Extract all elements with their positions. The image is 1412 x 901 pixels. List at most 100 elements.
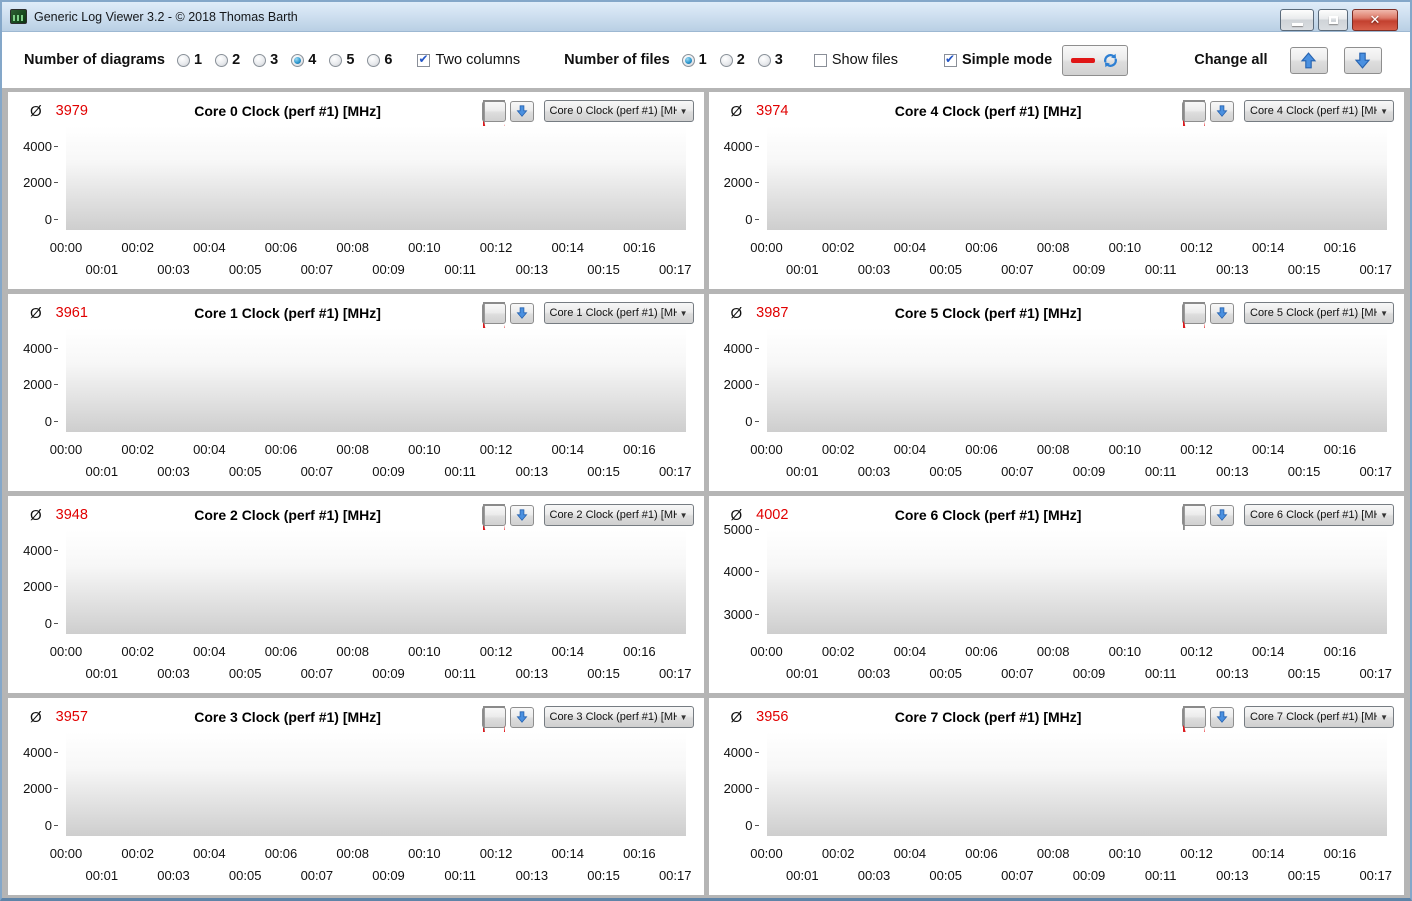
move-chart-down-button[interactable] (1210, 101, 1234, 122)
x-axis-label: 00:01 (80, 666, 124, 681)
x-axis-label: 00:11 (438, 464, 482, 479)
x-axis-label: 00:09 (367, 868, 411, 883)
files-radio-group: 123 (682, 52, 796, 68)
chevron-down-icon: ▼ (1380, 107, 1388, 116)
x-axis-label: 00:08 (1031, 644, 1075, 659)
signal-select-dropdown[interactable]: Core 7 Clock (perf #1) [MH ▼ (1244, 706, 1394, 728)
two-columns-checkbox[interactable]: Two columns (417, 52, 520, 68)
move-chart-up-button[interactable] (482, 707, 506, 728)
move-chart-down-button[interactable] (1210, 505, 1234, 526)
diagrams-radio-group: 1234 56 (177, 52, 405, 68)
signal-select-dropdown[interactable]: Core 2 Clock (perf #1) [MH ▼ (544, 504, 694, 526)
line-style-refresh-button[interactable] (1062, 45, 1128, 76)
x-axis-label: 00:16 (617, 442, 661, 457)
x-axis-label: 00:07 (995, 666, 1039, 681)
plot-wrap: 40002000000:0000:0200:0400:0600:0800:100… (709, 730, 1405, 895)
diagrams-radio-4[interactable]: 4 (291, 52, 316, 68)
arrow-down-icon (516, 509, 528, 521)
x-axis-label: 00:12 (474, 240, 518, 255)
app-logo-icon (10, 9, 27, 24)
x-axis-label: 00:11 (1139, 262, 1183, 277)
close-button[interactable]: ✕ (1352, 9, 1398, 31)
x-axis-label: 00:15 (1282, 262, 1326, 277)
x-axis-label: 00:07 (995, 464, 1039, 479)
arrow-down-icon (516, 307, 528, 319)
signal-select-dropdown[interactable]: Core 3 Clock (perf #1) [MH ▼ (544, 706, 694, 728)
x-axis-label: 00:10 (402, 846, 446, 861)
x-axis-label: 00:06 (259, 442, 303, 457)
move-chart-down-button[interactable] (1210, 707, 1234, 728)
move-chart-up-button[interactable] (482, 101, 506, 122)
signal-select-value: Core 5 Clock (perf #1) [MH (1250, 307, 1377, 319)
diagrams-radio-1[interactable]: 1 (177, 52, 202, 68)
chart-panel: Ø 3987 Core 5 Clock (perf #1) [MHz] Core… (709, 294, 1405, 491)
y-axis-label: 5000 (709, 522, 759, 537)
move-chart-up-button[interactable] (1182, 707, 1206, 728)
x-axis-label: 00:02 (816, 846, 860, 861)
move-chart-down-button[interactable] (510, 505, 534, 526)
diagrams-radio-3[interactable]: 3 (253, 52, 278, 68)
x-axis-label: 00:12 (474, 644, 518, 659)
x-axis-label: 00:06 (960, 442, 1004, 457)
x-axis-label: 00:09 (367, 464, 411, 479)
diagrams-option-label: 5 (346, 52, 354, 68)
y-axis-label: 0 (709, 818, 759, 833)
chart-panel-header: Ø 3948 Core 2 Clock (perf #1) [MHz] Core… (8, 496, 704, 528)
chart-panel-header: Ø 4002 Core 6 Clock (perf #1) [MHz] Core… (709, 496, 1405, 528)
move-chart-down-button[interactable] (510, 303, 534, 324)
x-axis-label: 00:05 (924, 262, 968, 277)
maximize-button[interactable] (1318, 9, 1348, 31)
x-axis-label: 00:12 (1175, 644, 1219, 659)
show-files-checkbox[interactable]: Show files (814, 52, 898, 68)
simple-mode-checkbox[interactable]: Simple mode (944, 52, 1052, 68)
signal-select-dropdown[interactable]: Core 5 Clock (perf #1) [MH ▼ (1244, 302, 1394, 324)
files-radio-1[interactable]: 1 (682, 52, 707, 68)
diagrams-radio-2[interactable]: 2 (215, 52, 240, 68)
diagrams-radio-5[interactable]: 5 (329, 52, 354, 68)
signal-select-dropdown[interactable]: Core 0 Clock (perf #1) [MH ▼ (544, 100, 694, 122)
move-chart-up-button[interactable] (1182, 505, 1206, 526)
x-axis-label: 00:17 (653, 262, 697, 277)
move-chart-down-button[interactable] (1210, 303, 1234, 324)
move-chart-up-button[interactable] (1182, 303, 1206, 324)
move-chart-up-button[interactable] (482, 303, 506, 324)
average-value: 3948 (56, 507, 98, 523)
average-symbol: Ø (731, 305, 743, 322)
plot-area (66, 126, 686, 230)
signal-select-dropdown[interactable]: Core 1 Clock (perf #1) [MH ▼ (544, 302, 694, 324)
chart-title: Core 5 Clock (perf #1) [MHz] (798, 305, 1178, 321)
chart-panel: Ø 3957 Core 3 Clock (perf #1) [MHz] Core… (8, 698, 704, 895)
move-chart-down-button[interactable] (510, 101, 534, 122)
files-radio-3[interactable]: 3 (758, 52, 783, 68)
y-axis-label: 3000 (709, 607, 759, 622)
diagrams-radio-6[interactable]: 6 (367, 52, 392, 68)
chart-panel: Ø 4002 Core 6 Clock (perf #1) [MHz] Core… (709, 496, 1405, 693)
x-axis-label: 00:07 (295, 868, 339, 883)
files-option-label: 1 (699, 52, 707, 68)
x-axis-label: 00:06 (960, 240, 1004, 255)
chart-title: Core 4 Clock (perf #1) [MHz] (798, 103, 1178, 119)
plot-area (767, 530, 1387, 634)
plot-wrap: 40002000000:0000:0200:0400:0600:0800:100… (709, 124, 1405, 289)
files-radio-2[interactable]: 2 (720, 52, 745, 68)
signal-select-dropdown[interactable]: Core 4 Clock (perf #1) [MH ▼ (1244, 100, 1394, 122)
x-axis-label: 00:04 (888, 442, 932, 457)
move-chart-up-button[interactable] (1182, 101, 1206, 122)
x-axis-label: 00:10 (1103, 240, 1147, 255)
minimize-button[interactable] (1280, 9, 1314, 31)
y-axis-label: 0 (709, 414, 759, 429)
average-symbol: Ø (731, 103, 743, 120)
chevron-down-icon: ▼ (680, 511, 688, 520)
y-axis-label: 2000 (8, 377, 58, 392)
x-axis-label: 00:17 (653, 666, 697, 681)
x-axis-label: 00:13 (510, 868, 554, 883)
signal-select-dropdown[interactable]: Core 6 Clock (perf #1) [MH ▼ (1244, 504, 1394, 526)
change-all-down-button[interactable] (1344, 47, 1382, 74)
x-axis-label: 00:16 (1318, 644, 1362, 659)
x-axis-label: 00:04 (888, 240, 932, 255)
move-chart-up-button[interactable] (482, 505, 506, 526)
change-all-up-button[interactable] (1290, 47, 1328, 74)
move-chart-down-button[interactable] (510, 707, 534, 728)
arrow-down-icon (1216, 307, 1228, 319)
x-axis-label: 00:14 (1246, 442, 1290, 457)
